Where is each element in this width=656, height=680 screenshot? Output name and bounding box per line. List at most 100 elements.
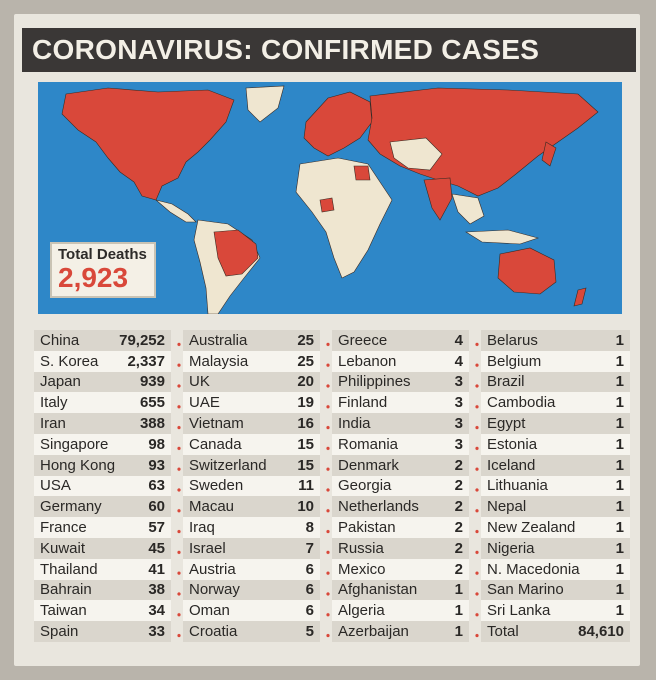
table-row: Switzerland 15 <box>183 454 320 476</box>
case-count: 38 <box>148 581 165 599</box>
table-row: Estonia 1 <box>481 433 630 455</box>
table-row: Afghanistan 1 <box>332 579 469 601</box>
country-name: USA <box>40 477 71 495</box>
table-row: Austria 6 <box>183 558 320 580</box>
table-row: Egypt 1 <box>481 413 630 434</box>
newspaper-graphic: CORONAVIRUS: CONFIRMED CASES <box>14 14 640 666</box>
case-count: 2 <box>454 519 463 537</box>
country-name: Iceland <box>487 456 536 474</box>
country-name: Afghanistan <box>338 581 418 599</box>
case-count: 3 <box>454 394 463 412</box>
table-row: S. Korea 2,337 <box>34 350 171 372</box>
title-bar: CORONAVIRUS: CONFIRMED CASES <box>22 28 636 72</box>
column-divider <box>326 334 330 652</box>
country-name: Norway <box>189 581 240 599</box>
table-row: New Zealand 1 <box>481 517 630 538</box>
country-name: Netherlands <box>338 498 419 516</box>
table-row: India 3 <box>332 413 469 434</box>
case-count: 45 <box>148 539 165 557</box>
country-name: Mexico <box>338 560 386 578</box>
case-count: 2,337 <box>127 352 165 370</box>
table-row: Greece 4 <box>332 330 469 351</box>
case-count: 5 <box>305 623 314 641</box>
table-row: Macau 10 <box>183 496 320 518</box>
africa <box>295 157 393 279</box>
case-count: 20 <box>297 373 314 391</box>
table-row: Sweden 11 <box>183 475 320 497</box>
country-name: S. Korea <box>40 352 99 370</box>
case-count: 93 <box>148 456 165 474</box>
table-row: Vietnam 16 <box>183 413 320 434</box>
case-count: 2 <box>454 560 463 578</box>
country-name: Croatia <box>189 623 238 641</box>
north-america <box>61 87 235 201</box>
table-row: Oman 6 <box>183 600 320 622</box>
case-count: 1 <box>454 602 463 620</box>
country-name: Japan <box>40 373 81 391</box>
case-count: 10 <box>297 498 314 516</box>
table-row: Kuwait 45 <box>34 537 171 559</box>
table-row: Algeria 1 <box>332 600 469 622</box>
case-count: 41 <box>148 560 165 578</box>
india <box>423 177 453 221</box>
table-row: Malaysia 25 <box>183 350 320 372</box>
case-count: 2 <box>454 498 463 516</box>
case-count: 33 <box>148 623 165 641</box>
table-row: Brazil 1 <box>481 371 630 393</box>
table-row: Denmark 2 <box>332 454 469 476</box>
table-row: Spain 33 <box>34 621 171 642</box>
country-name: Oman <box>189 602 230 620</box>
country-name: Total <box>487 623 519 641</box>
country-name: Egypt <box>487 415 526 433</box>
table-row: Iran 388 <box>34 413 171 434</box>
case-count: 25 <box>297 331 314 349</box>
table-row: Bahrain 38 <box>34 579 171 601</box>
table-row: San Marino 1 <box>481 579 630 601</box>
country-name: Brazil <box>487 373 525 391</box>
table-row: Belgium 1 <box>481 350 630 372</box>
cases-column: Australia 25 Malaysia 25 UK 20 UAE 19 Vietnam 16 C… <box>183 330 332 656</box>
case-count: 1 <box>615 456 624 474</box>
table-row: Nepal 1 <box>481 496 630 518</box>
country-name: Singapore <box>40 435 109 453</box>
table-row: Pakistan 2 <box>332 517 469 538</box>
nigeria <box>319 197 335 213</box>
case-count: 1 <box>615 560 624 578</box>
country-name: Estonia <box>487 435 538 453</box>
country-name: Nigeria <box>487 539 535 557</box>
country-name: Italy <box>40 394 68 412</box>
country-name: Sweden <box>189 477 244 495</box>
country-name: Cambodia <box>487 394 556 412</box>
case-count: 2 <box>454 456 463 474</box>
case-count: 939 <box>139 373 165 391</box>
country-name: Israel <box>189 539 226 557</box>
case-count: 84,610 <box>578 623 624 641</box>
egypt <box>353 165 371 181</box>
country-name: India <box>338 415 371 433</box>
country-name: Hong Kong <box>40 456 116 474</box>
total-deaths-label: Total Deaths <box>58 246 147 263</box>
table-row: Sri Lanka 1 <box>481 600 630 622</box>
table-row: Georgia 2 <box>332 475 469 497</box>
country-name: Canada <box>189 435 242 453</box>
japan <box>541 141 557 167</box>
case-count: 1 <box>615 352 624 370</box>
case-count: 15 <box>297 456 314 474</box>
cases-table: China 79,252 S. Korea 2,337 Japan 939 Italy 655… <box>34 330 630 656</box>
case-count: 11 <box>298 477 314 495</box>
country-name: Switzerland <box>189 456 267 474</box>
table-row: Lithuania 1 <box>481 475 630 497</box>
country-name: Lithuania <box>487 477 548 495</box>
brazil <box>213 229 259 277</box>
case-count: 1 <box>615 602 624 620</box>
country-name: Thailand <box>40 560 98 578</box>
column-divider <box>177 334 181 652</box>
case-count: 388 <box>139 415 165 433</box>
table-row: Japan 939 <box>34 371 171 393</box>
case-count: 1 <box>615 331 624 349</box>
country-name: Nepal <box>487 498 527 516</box>
country-name: Taiwan <box>40 602 87 620</box>
case-count: 57 <box>148 519 165 537</box>
country-name: Bahrain <box>40 581 92 599</box>
cases-column: China 79,252 S. Korea 2,337 Japan 939 Italy 655… <box>34 330 183 656</box>
